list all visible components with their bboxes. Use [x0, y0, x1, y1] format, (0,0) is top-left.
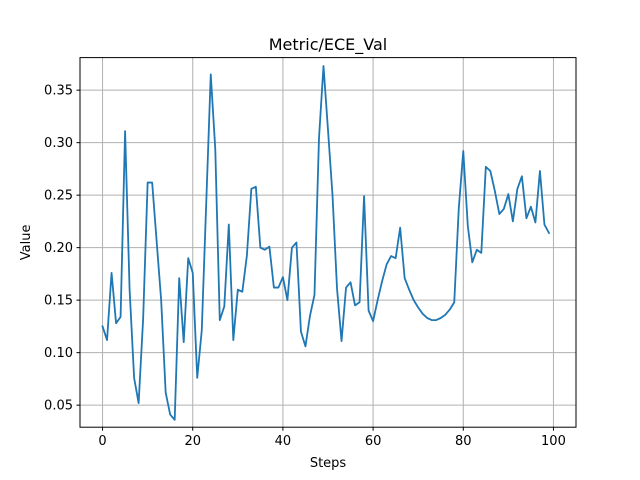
y-axis-label: Value	[19, 225, 34, 261]
y-tick-label: 0.35	[44, 84, 73, 99]
y-tick-label: 0.15	[44, 294, 73, 309]
x-tick-label: 40	[275, 434, 292, 449]
y-tick-label: 0.05	[44, 399, 73, 414]
plot-frame	[79, 57, 577, 428]
x-tick-label: 0	[98, 434, 106, 449]
x-tick-label: 100	[541, 434, 566, 449]
y-tick-label: 0.10	[44, 346, 73, 361]
x-axis-label: Steps	[310, 456, 347, 471]
grid	[80, 57, 576, 428]
x-tick-label: 80	[455, 434, 472, 449]
series-line	[101, 65, 551, 421]
series-layer	[101, 65, 551, 421]
x-tick-label: 60	[365, 434, 382, 449]
x-tick-label: 20	[184, 434, 201, 449]
y-tick-label: 0.30	[44, 136, 73, 151]
y-tick-label: 0.20	[44, 241, 73, 256]
chart-title: Metric/ECE_Val	[269, 35, 387, 55]
ticks: 0 20 40 60 80 100 0.05 0.10 0.15 0.20 0.25 0.30 0.35	[44, 84, 566, 450]
y-tick-label: 0.25	[44, 189, 73, 204]
